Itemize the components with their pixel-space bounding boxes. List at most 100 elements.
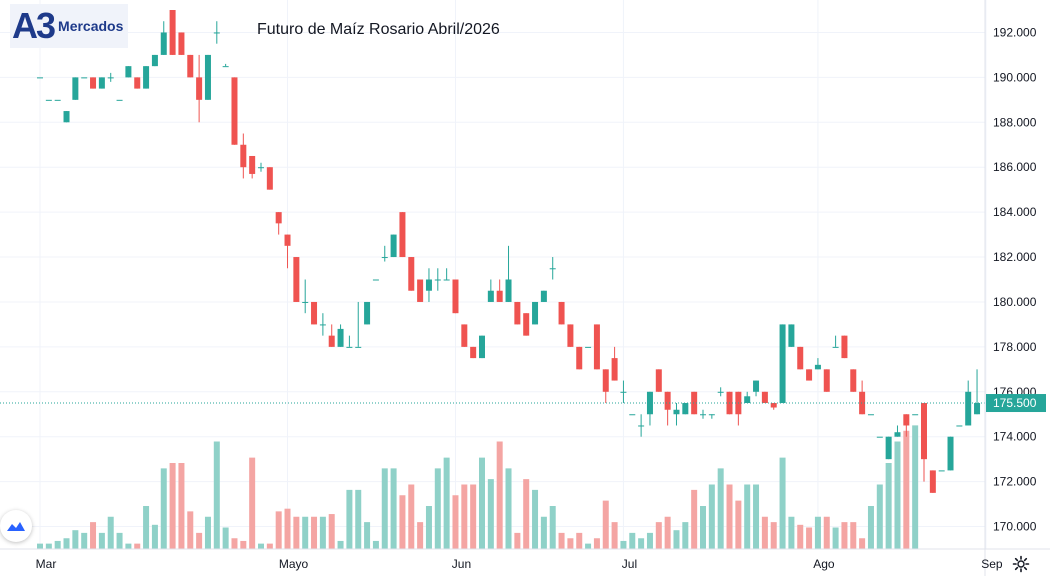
- volume-bar: [505, 468, 512, 549]
- y-tick-label: 174.000: [993, 430, 1037, 444]
- volume-bar: [487, 479, 494, 549]
- candle-body: [832, 346, 839, 348]
- volume-bar: [63, 538, 70, 549]
- candle-body: [797, 346, 804, 370]
- volume-bar: [337, 540, 344, 549]
- volume-bar: [753, 484, 760, 549]
- volume-bar: [355, 489, 362, 549]
- volume-bar: [284, 508, 291, 549]
- candle-body: [408, 257, 415, 291]
- candle-body: [629, 414, 636, 416]
- candle-body: [602, 369, 609, 392]
- tradingview-logo-icon[interactable]: [0, 510, 32, 542]
- volume-bar: [735, 500, 742, 549]
- y-tick-label: 190.000: [993, 70, 1037, 84]
- candle-body: [912, 414, 919, 416]
- volume-bar: [399, 495, 406, 549]
- candle-body: [876, 436, 883, 438]
- volume-bar: [532, 489, 539, 549]
- volume-bar: [629, 532, 636, 549]
- candle-body: [302, 301, 309, 303]
- volume-bar: [425, 506, 432, 549]
- candle-body: [576, 346, 583, 370]
- x-tick-label: Mar: [36, 557, 57, 571]
- volume-bar: [611, 522, 618, 549]
- volume-bar: [876, 484, 883, 549]
- volume-bar: [302, 516, 309, 549]
- volume-bar: [717, 468, 724, 549]
- candle-body: [37, 77, 43, 79]
- logo-text: Mercados: [58, 18, 124, 34]
- volume-bar: [37, 543, 43, 549]
- candle-body: [178, 32, 185, 55]
- candle-body: [222, 66, 229, 68]
- volume-bar: [779, 457, 786, 549]
- volume-bar: [434, 468, 441, 549]
- candle-body: [585, 346, 592, 348]
- y-tick-label: 184.000: [993, 205, 1037, 219]
- volume-bar: [346, 489, 353, 549]
- volume-bar: [134, 543, 141, 549]
- candle-body: [240, 144, 247, 168]
- candle-body: [151, 54, 158, 67]
- candle-body: [655, 369, 662, 392]
- volume-bar: [328, 514, 335, 549]
- volume-bar: [417, 522, 424, 549]
- candle-body: [974, 403, 981, 415]
- volume-bar: [744, 484, 751, 549]
- y-tick-label: 172.000: [993, 475, 1037, 489]
- chart-title: Futuro de Maíz Rosario Abril/2026: [257, 21, 500, 38]
- candle-body: [470, 346, 477, 359]
- volume-bar: [806, 527, 813, 549]
- candle-body: [593, 324, 600, 370]
- gear-icon[interactable]: [1012, 555, 1030, 573]
- volume-bar: [90, 522, 97, 549]
- volume-bar: [691, 489, 698, 549]
- candle-body: [806, 369, 813, 381]
- volume-bar: [311, 516, 318, 549]
- candle-body: [390, 234, 397, 258]
- volume-bar: [372, 540, 379, 549]
- candle-body: [850, 369, 857, 392]
- candle-body: [823, 369, 830, 392]
- volume-bar: [496, 441, 503, 549]
- volume-bar: [708, 484, 715, 549]
- candle-body: [258, 167, 264, 169]
- candle-body: [549, 268, 556, 270]
- volume-bar: [196, 532, 203, 549]
- candle-body: [213, 32, 220, 34]
- candle-body: [169, 10, 176, 55]
- candle-body: [54, 99, 61, 101]
- volume-bar: [726, 484, 733, 549]
- x-tick-label: Sep: [981, 557, 1003, 571]
- volume-bar: [231, 538, 238, 549]
- candle-body: [814, 364, 821, 370]
- candle-body: [249, 155, 256, 174]
- volume-bar: [859, 538, 866, 549]
- volume-bar: [770, 522, 777, 549]
- volume-bar: [116, 532, 123, 549]
- candle-body: [72, 77, 79, 100]
- volume-bar: [850, 522, 857, 549]
- last-price-badge: [986, 394, 1046, 413]
- volume-bar: [832, 527, 839, 549]
- candle-body: [337, 328, 344, 347]
- candle-body: [514, 301, 521, 325]
- x-tick-label: Jun: [452, 557, 471, 571]
- candle-body: [532, 301, 539, 325]
- volume-bar: [788, 516, 795, 549]
- volume-bar: [98, 532, 105, 549]
- candle-body: [567, 324, 574, 347]
- candle-body: [921, 403, 927, 460]
- y-tick-label: 182.000: [993, 250, 1037, 264]
- candle-body: [753, 380, 760, 392]
- candle-body: [187, 54, 194, 78]
- candle-body: [231, 77, 238, 145]
- volume-bar: [45, 543, 52, 549]
- volume-bar: [461, 484, 468, 549]
- candle-body: [894, 432, 901, 437]
- volume-bar: [867, 506, 874, 549]
- volume-bar: [275, 511, 282, 549]
- candle-body: [558, 301, 565, 325]
